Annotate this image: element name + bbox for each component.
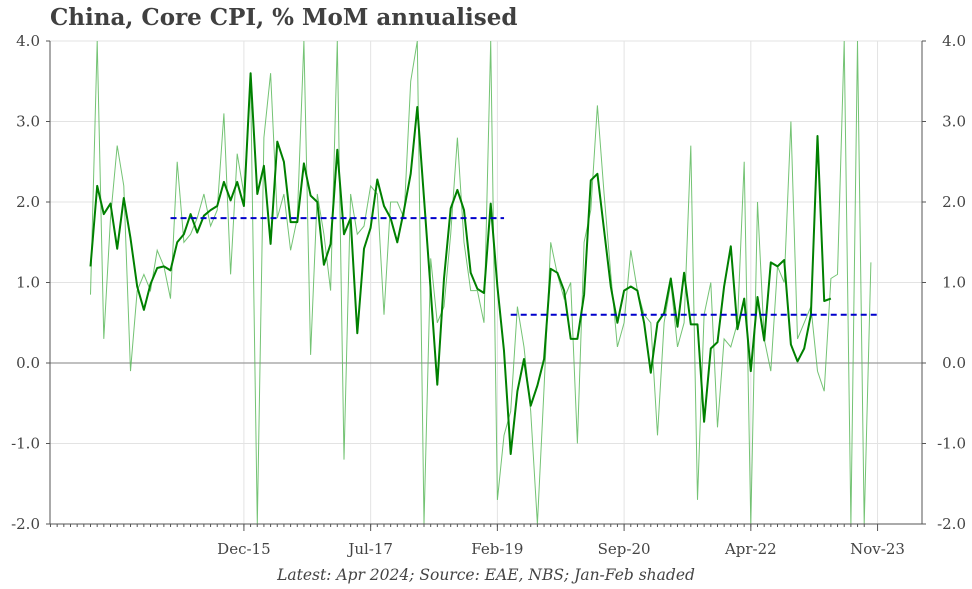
y-axis-left-labels: -2.0 -1.0 0.0 1.0 2.0 3.0 4.0 [11, 32, 40, 533]
y-axis-right-labels: -2.0 -1.0 0.0 1.0 2.0 3.0 4.0 [937, 32, 966, 533]
x-tick-label: Feb-19 [471, 540, 523, 558]
monthly-series-line [90, 41, 872, 524]
y-tick-label-right: 1.0 [942, 274, 966, 292]
source-footnote: Latest: Apr 2024; Source: EAE, NBS; Jan-… [277, 566, 695, 584]
axes [46, 40, 926, 531]
smoothed-series-line [89, 72, 832, 455]
chart-title: China, Core CPI, % MoM annualised [50, 4, 518, 31]
x-tick-label: Jul-17 [346, 540, 393, 558]
y-tick-label-right: -2.0 [937, 515, 966, 533]
y-tick-label-right: 3.0 [942, 113, 966, 131]
x-tick-label: Dec-15 [217, 540, 270, 558]
clipped-series [89, 41, 878, 524]
y-tick-label-right: 0.0 [942, 354, 966, 372]
y-tick-label-left: 1.0 [16, 274, 40, 292]
gridlines [50, 40, 922, 525]
y-tick-label-right: 2.0 [942, 193, 966, 211]
series-group [89, 41, 878, 524]
y-tick-label-left: 2.0 [16, 193, 40, 211]
y-tick-label-left: 0.0 [16, 354, 40, 372]
y-tick-label-left: -2.0 [11, 515, 40, 533]
x-tick-label: Apr-22 [724, 540, 777, 558]
y-tick-label-right: -1.0 [937, 435, 966, 453]
y-tick-label-left: -1.0 [11, 435, 40, 453]
y-tick-label-left: 3.0 [16, 113, 40, 131]
x-tick-label: Sep-20 [598, 540, 651, 558]
y-tick-label-right: 4.0 [942, 32, 966, 50]
x-axis-labels: Dec-15 Jul-17 Feb-19 Sep-20 Apr-22 Nov-23 [217, 540, 905, 558]
y-tick-label-left: 4.0 [16, 32, 40, 50]
x-tick-label: Nov-23 [850, 540, 905, 558]
